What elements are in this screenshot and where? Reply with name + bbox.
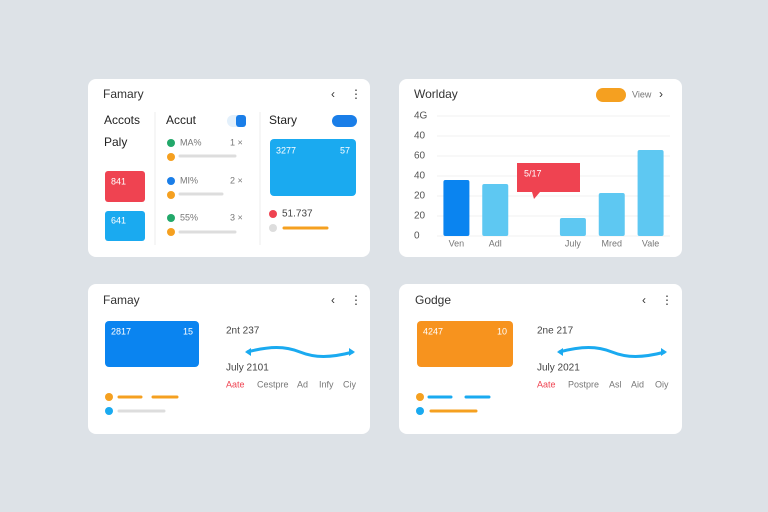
tile-text: 641 [111, 215, 126, 225]
menu-button[interactable]: ⋮ [661, 293, 673, 307]
dot [167, 191, 175, 199]
wave [558, 346, 666, 358]
tab[interactable]: Postpre [568, 379, 599, 389]
bar [598, 193, 625, 236]
dot [269, 224, 277, 232]
dot [416, 407, 424, 415]
x-tick-label: Mred [601, 238, 622, 248]
tooltip-text: 5/17 [524, 168, 542, 178]
card-title: Famary [103, 87, 144, 101]
tab[interactable]: Asl [609, 379, 622, 389]
card-title: Godge [415, 293, 451, 307]
tile [105, 321, 199, 367]
bar [443, 180, 470, 236]
list: MA% 1 × MI% 2 × 55% 3 × [167, 137, 243, 236]
heading: Stary [269, 113, 297, 127]
tile-text: 15 [183, 326, 193, 336]
row-label: MI% [180, 175, 198, 185]
tile-text: 3277 [276, 145, 296, 155]
row-label: 55% [180, 212, 198, 222]
dot [167, 139, 175, 147]
dot [167, 177, 175, 185]
menu-button[interactable]: ⋮ [350, 293, 362, 307]
x-tick-label: Vale [642, 238, 659, 248]
tabs: Aate Postpre Asl Aid Oiy [537, 379, 669, 389]
y-tick-label: 20 [414, 211, 426, 222]
row-count: 2 × [230, 175, 243, 185]
y-tick-label: 40 [414, 131, 426, 142]
tile-text: 57 [340, 145, 350, 155]
y-tick-label: 4G [414, 111, 428, 122]
x-tick-label: Adl [489, 238, 502, 248]
date: July 2021 [537, 363, 580, 374]
bar [559, 218, 586, 236]
heading: Accots [104, 113, 140, 127]
dot [167, 214, 175, 222]
card-title: Worlday [414, 87, 458, 101]
pill[interactable] [596, 88, 626, 102]
tile-text: 10 [497, 326, 507, 336]
dot [167, 228, 175, 236]
heading: Accut [166, 113, 197, 127]
y-tick-label: 40 [414, 171, 426, 182]
tab[interactable]: Aid [631, 379, 644, 389]
tile [270, 139, 356, 196]
top-text: 2nt 237 [226, 326, 260, 337]
tooltip [517, 163, 580, 199]
back-button[interactable]: ‹ [331, 293, 335, 307]
subheading: Paly [104, 135, 127, 149]
tile-text: 4247 [423, 326, 443, 336]
bar [482, 184, 509, 236]
row-count: 1 × [230, 137, 243, 147]
tab[interactable]: Aate [537, 379, 556, 389]
dot [105, 393, 113, 401]
link[interactable]: View [632, 89, 652, 99]
back-button[interactable]: ‹ [331, 87, 335, 101]
top-text: 2ne 217 [537, 326, 574, 337]
tab[interactable]: Oiy [655, 379, 669, 389]
menu-button[interactable]: ⋮ [350, 87, 362, 101]
tab[interactable]: Ad [297, 379, 308, 389]
tab[interactable]: Infy [319, 379, 334, 389]
x-tick-label: Ven [449, 238, 465, 248]
card [88, 79, 370, 257]
y-tick-label: 60 [414, 151, 426, 162]
wave [246, 346, 354, 358]
tabs: Aate Cestpre Ad Infy Ciy [226, 379, 356, 389]
tab[interactable]: Ciy [343, 379, 356, 389]
tab[interactable]: Cestpre [257, 379, 289, 389]
date: July 2101 [226, 363, 269, 374]
tile-text: 841 [111, 176, 126, 186]
y-tick-label: 20 [414, 191, 426, 202]
bar-chart: 0 20 20 40 60 40 4G Ven Adl July Mred Vale 5/17 [414, 111, 670, 248]
tab[interactable]: Aate [226, 379, 245, 389]
x-tick-label: July [565, 238, 582, 248]
tile [105, 171, 145, 202]
dot [269, 210, 277, 218]
y-tick-label: 0 [414, 231, 420, 242]
tile-text: 2817 [111, 326, 131, 336]
bar [637, 150, 664, 236]
tile [105, 211, 145, 241]
pill[interactable] [332, 115, 357, 127]
toggle-knob [236, 115, 246, 127]
next-button[interactable]: › [659, 87, 663, 101]
back-button[interactable]: ‹ [642, 293, 646, 307]
row-label: MA% [180, 137, 202, 147]
amount: 51.737 [282, 209, 313, 220]
dot [167, 153, 175, 161]
dot [105, 407, 113, 415]
row-count: 3 × [230, 212, 243, 222]
dot [416, 393, 424, 401]
card-title: Famay [103, 293, 140, 307]
tile [417, 321, 513, 367]
